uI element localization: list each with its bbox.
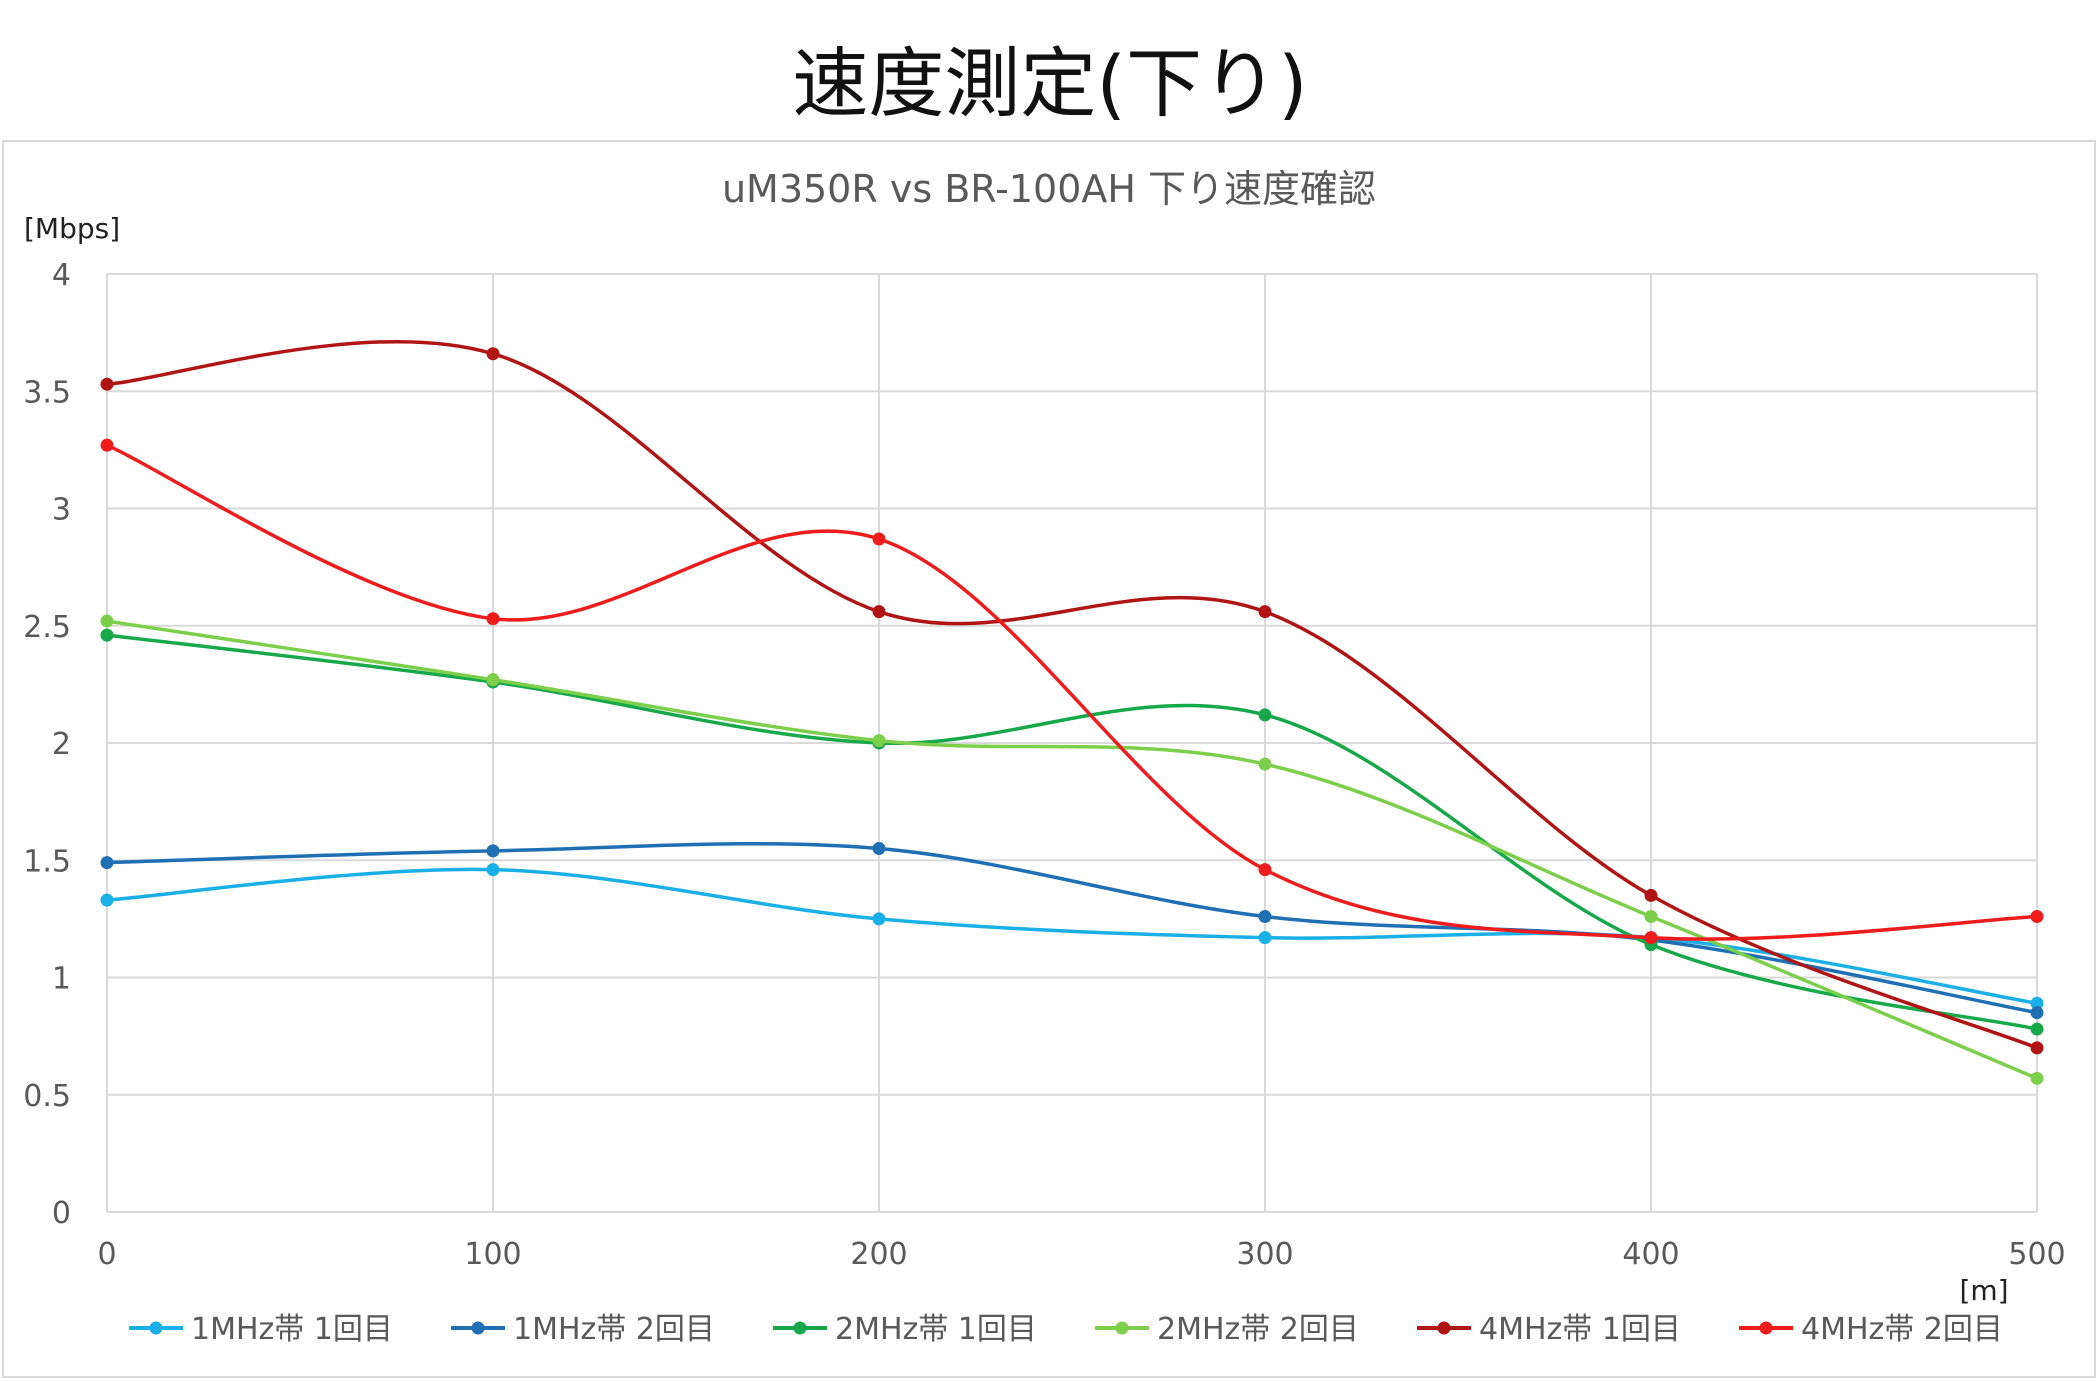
y-tick-label: 0 xyxy=(52,1196,71,1231)
chart-title: uM350R vs BR-100AH 下り速度確認 xyxy=(722,167,1376,211)
legend-label: 1MHz帯 1回目 xyxy=(191,1312,393,1347)
data-point xyxy=(1258,910,1272,924)
legend-swatch-marker xyxy=(1115,1321,1129,1335)
data-point xyxy=(1644,931,1658,945)
tick-labels: 0 0.5 1 1.5 2 2.5 3 3.5 4 0 100 200 300 400 500 xyxy=(23,258,2065,1272)
series-line xyxy=(105,619,2039,1081)
series-3 xyxy=(100,628,2044,1036)
legend-item: 1MHz帯 1回目 xyxy=(129,1312,393,1347)
data-point xyxy=(1644,888,1658,902)
series-4 xyxy=(100,614,2044,1085)
y-tick-label: 1.5 xyxy=(23,844,71,879)
data-point xyxy=(1258,708,1272,722)
series-line xyxy=(105,339,2039,1050)
data-point xyxy=(1258,863,1272,877)
y-tick-label: 3.5 xyxy=(23,375,71,410)
data-point xyxy=(2030,1022,2044,1036)
legend-item: 4MHz帯 1回目 xyxy=(1417,1312,1681,1347)
data-point xyxy=(1644,910,1658,924)
x-tick-label: 400 xyxy=(1622,1237,1679,1272)
x-axis-unit-label: [m] xyxy=(1959,1274,2008,1307)
y-tick-label: 2 xyxy=(52,727,71,762)
legend-label: 4MHz帯 1回目 xyxy=(1479,1312,1681,1347)
data-point xyxy=(872,605,886,619)
data-point xyxy=(2030,1071,2044,1085)
legend-label: 1MHz帯 2回目 xyxy=(513,1312,715,1347)
x-tick-label: 100 xyxy=(464,1237,521,1272)
legend-item: 2MHz帯 1回目 xyxy=(773,1312,1037,1347)
series-lines xyxy=(100,339,2044,1085)
y-tick-label: 1 xyxy=(52,962,71,997)
x-tick-label: 500 xyxy=(2008,1237,2065,1272)
series-line xyxy=(105,842,2039,1015)
chart-area: uM350R vs BR-100AH 下り速度確認 [Mbps] [m] 0 0.… xyxy=(2,140,2096,1378)
legend-item: 2MHz帯 2回目 xyxy=(1095,1312,1359,1347)
data-point xyxy=(100,628,114,642)
data-point xyxy=(100,856,114,870)
legend-item: 1MHz帯 2回目 xyxy=(451,1312,715,1347)
data-point xyxy=(100,614,114,628)
x-tick-label: 200 xyxy=(850,1237,907,1272)
legend-swatch-marker xyxy=(471,1321,485,1335)
data-point xyxy=(2030,1041,2044,1055)
series-5 xyxy=(100,339,2044,1055)
line-chart: uM350R vs BR-100AH 下り速度確認 [Mbps] [m] 0 0.… xyxy=(23,167,2065,1347)
y-tick-label: 4 xyxy=(52,258,71,293)
legend: 1MHz帯 1回目 1MHz帯 2回目 2MHz帯 1回目 2MHz帯 2回目 4MHz… xyxy=(129,1312,2003,1347)
y-axis-unit-label: [Mbps] xyxy=(24,212,120,245)
data-point xyxy=(872,842,886,856)
data-point xyxy=(1258,931,1272,945)
y-tick-label: 2.5 xyxy=(23,610,71,645)
data-point xyxy=(100,438,114,452)
y-tick-label: 0.5 xyxy=(23,1079,71,1114)
data-point xyxy=(1258,605,1272,619)
data-point xyxy=(2030,996,2044,1010)
data-point xyxy=(486,612,500,626)
legend-item: 4MHz帯 2回目 xyxy=(1739,1312,2003,1347)
series-6 xyxy=(100,438,2044,945)
legend-label: 2MHz帯 2回目 xyxy=(1157,1312,1359,1347)
gridlines xyxy=(106,273,2038,1213)
data-point xyxy=(100,893,114,907)
data-point xyxy=(486,844,500,858)
data-point xyxy=(486,863,500,877)
series-line xyxy=(105,443,2039,941)
legend-swatch-marker xyxy=(1437,1321,1451,1335)
x-tick-label: 0 xyxy=(97,1237,116,1272)
data-point xyxy=(872,532,886,546)
series-line xyxy=(105,867,2039,1006)
legend-swatch-marker xyxy=(793,1321,807,1335)
y-tick-label: 3 xyxy=(52,493,71,528)
legend-label: 2MHz帯 1回目 xyxy=(835,1312,1037,1347)
data-point xyxy=(1258,757,1272,771)
data-point xyxy=(2030,1006,2044,1020)
data-point xyxy=(486,673,500,687)
legend-label: 4MHz帯 2回目 xyxy=(1801,1312,2003,1347)
data-point xyxy=(486,347,500,361)
data-point xyxy=(2030,910,2044,924)
series-1 xyxy=(100,863,2044,1010)
legend-swatch-marker xyxy=(149,1321,163,1335)
page-title: 速度測定(下り) xyxy=(792,39,1308,128)
x-tick-label: 300 xyxy=(1236,1237,1293,1272)
data-point xyxy=(100,377,114,391)
data-point xyxy=(872,912,886,926)
legend-swatch-marker xyxy=(1759,1321,1773,1335)
data-point xyxy=(872,734,886,748)
